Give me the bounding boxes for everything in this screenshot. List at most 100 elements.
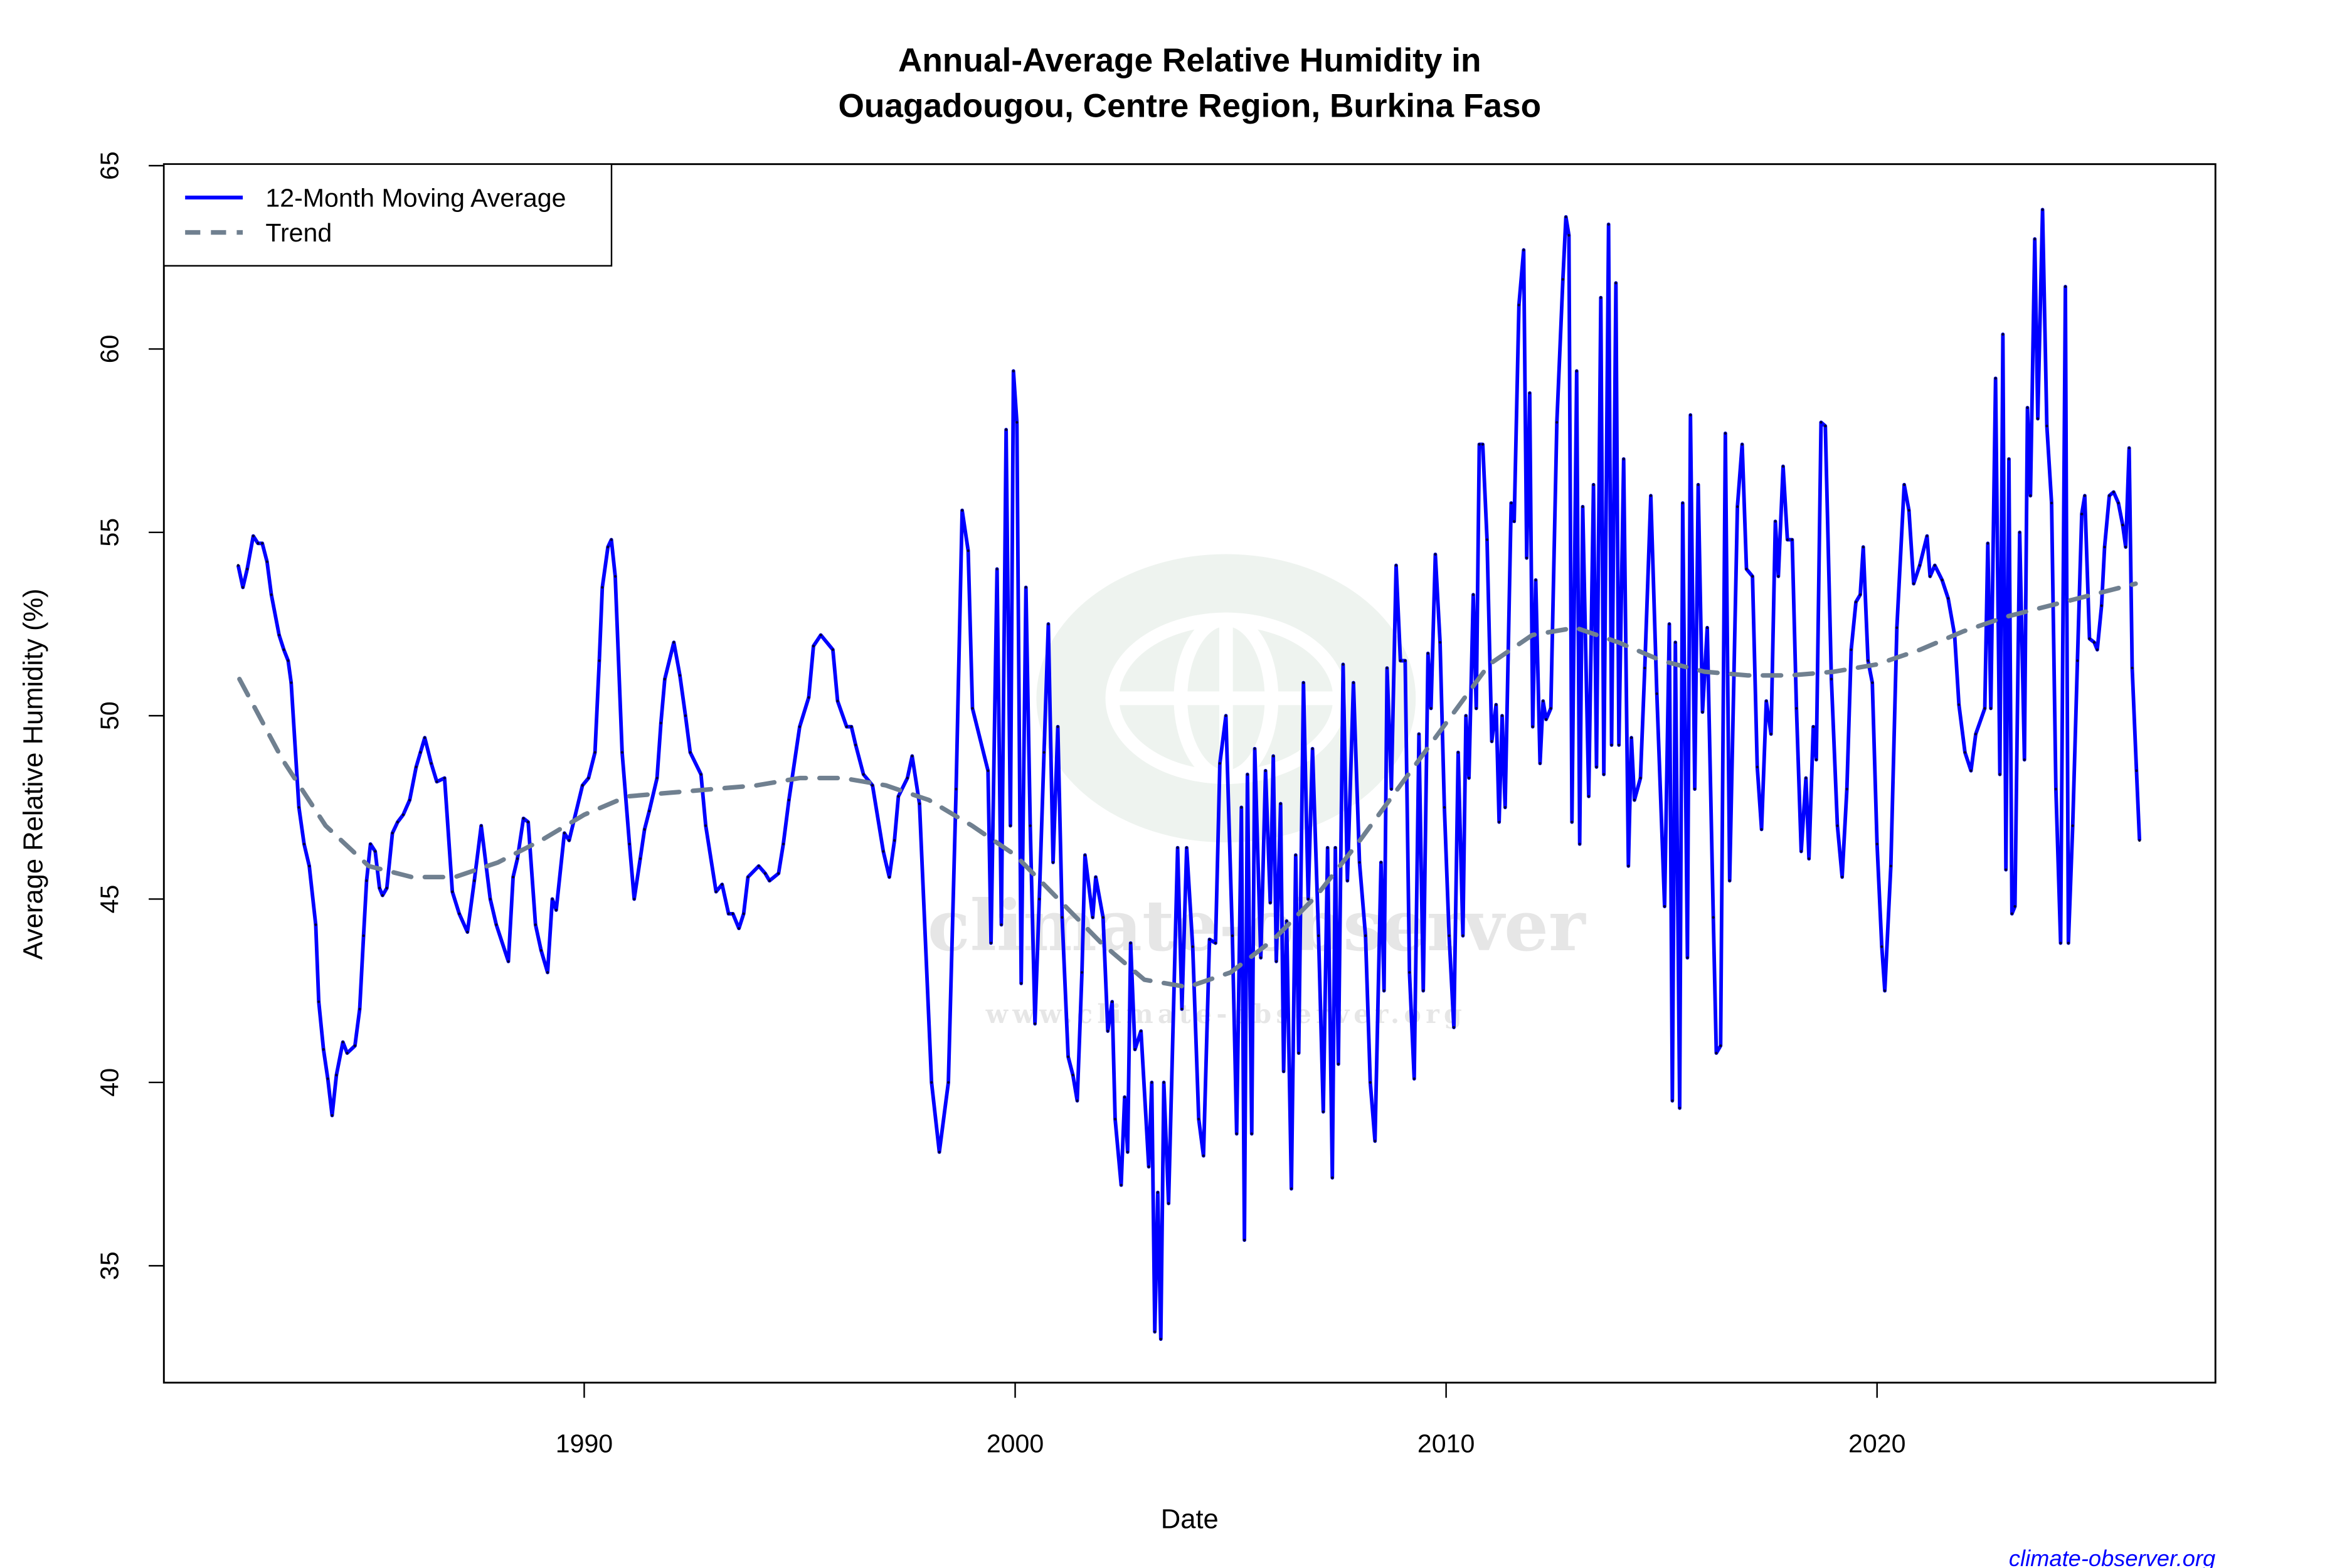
data-point xyxy=(1655,692,1658,696)
data-point xyxy=(1176,846,1179,849)
data-point xyxy=(568,839,571,842)
data-point xyxy=(1091,916,1094,919)
data-point xyxy=(1485,538,1489,541)
data-point xyxy=(1933,564,1937,567)
data-point xyxy=(1083,854,1087,857)
data-point xyxy=(1297,1051,1300,1055)
data-point xyxy=(787,798,790,802)
data-point xyxy=(1490,739,1493,743)
data-point xyxy=(1159,1337,1162,1341)
data-point xyxy=(1475,707,1478,710)
data-point xyxy=(955,787,958,791)
data-point xyxy=(1592,483,1595,486)
data-point xyxy=(1009,824,1012,827)
data-point xyxy=(2063,285,2067,289)
data-point xyxy=(1693,787,1697,791)
data-point xyxy=(1080,971,1084,974)
data-point xyxy=(396,820,400,824)
data-point xyxy=(1133,1048,1136,1051)
data-point xyxy=(1274,960,1278,963)
data-point xyxy=(1745,568,1748,571)
data-point xyxy=(1434,553,1437,556)
data-point xyxy=(2071,824,2074,827)
data-point xyxy=(1264,769,1267,773)
data-point xyxy=(1404,659,1407,662)
data-point xyxy=(2005,868,2008,871)
data-point xyxy=(1824,425,1827,428)
data-point xyxy=(906,776,909,780)
data-point xyxy=(1094,876,1098,879)
data-point xyxy=(1902,483,1906,486)
data-point xyxy=(1071,1073,1074,1077)
data-point xyxy=(1317,934,1320,938)
data-point xyxy=(2107,494,2111,497)
data-point xyxy=(1946,596,1950,600)
x-axis-label: Date xyxy=(1161,1505,1219,1535)
data-point xyxy=(1836,824,1839,827)
data-point xyxy=(236,564,240,567)
data-point xyxy=(1587,795,1591,798)
data-point xyxy=(1282,1070,1285,1073)
data-point xyxy=(358,1007,361,1011)
data-point xyxy=(672,641,675,644)
data-point xyxy=(1346,879,1349,882)
data-point xyxy=(1364,934,1367,938)
series-trend xyxy=(237,581,2138,990)
data-point xyxy=(663,677,667,681)
data-point xyxy=(1889,864,1892,868)
data-point xyxy=(593,751,596,754)
data-point xyxy=(1705,626,1709,629)
data-point xyxy=(1231,934,1234,938)
credit-link[interactable]: climate-observer.org xyxy=(2009,1545,2215,1568)
data-point xyxy=(1279,802,1282,805)
data-point xyxy=(1422,989,1425,992)
data-point xyxy=(2001,332,2005,336)
data-point xyxy=(2088,637,2091,640)
data-point xyxy=(2121,523,2124,527)
data-point xyxy=(1379,861,1383,864)
data-point xyxy=(1126,1150,1130,1154)
data-point xyxy=(2041,208,2044,211)
data-point xyxy=(270,593,273,596)
data-point xyxy=(1180,1007,1184,1011)
data-point xyxy=(1534,578,1537,581)
data-point xyxy=(2013,904,2016,908)
data-point xyxy=(678,674,682,677)
data-point xyxy=(2117,501,2120,505)
data-point xyxy=(1056,725,1059,728)
data-point xyxy=(473,879,476,882)
data-point xyxy=(1218,761,1222,765)
series-12-month-moving-average xyxy=(236,208,2142,1341)
data-point xyxy=(1429,707,1433,710)
data-point xyxy=(638,857,642,861)
data-point xyxy=(1123,1096,1126,1099)
data-point xyxy=(1110,1000,1114,1004)
data-point xyxy=(554,908,558,912)
data-point xyxy=(1191,945,1194,948)
data-point xyxy=(522,817,525,820)
data-point xyxy=(1814,758,1818,761)
data-point xyxy=(1564,215,1567,219)
x-tick-label: 2000 xyxy=(987,1429,1044,1458)
data-point xyxy=(1522,248,1525,252)
data-point xyxy=(1497,820,1501,824)
data-point xyxy=(245,568,249,571)
data-point xyxy=(563,832,566,835)
data-point xyxy=(1929,575,1932,578)
data-point xyxy=(277,633,281,637)
data-point xyxy=(1622,457,1625,461)
data-point xyxy=(1578,842,1581,845)
data-point xyxy=(1986,542,1989,545)
data-point xyxy=(850,725,853,728)
data-point xyxy=(1740,443,1744,446)
data-point xyxy=(1774,520,1777,523)
data-point xyxy=(1735,505,1739,509)
y-tick-label: 65 xyxy=(95,151,124,180)
data-point xyxy=(1426,652,1429,655)
data-point xyxy=(757,864,760,868)
data-point xyxy=(887,876,891,879)
x-tick-label: 2020 xyxy=(1848,1429,1905,1458)
data-point xyxy=(1285,919,1288,923)
data-point xyxy=(1162,1081,1165,1084)
